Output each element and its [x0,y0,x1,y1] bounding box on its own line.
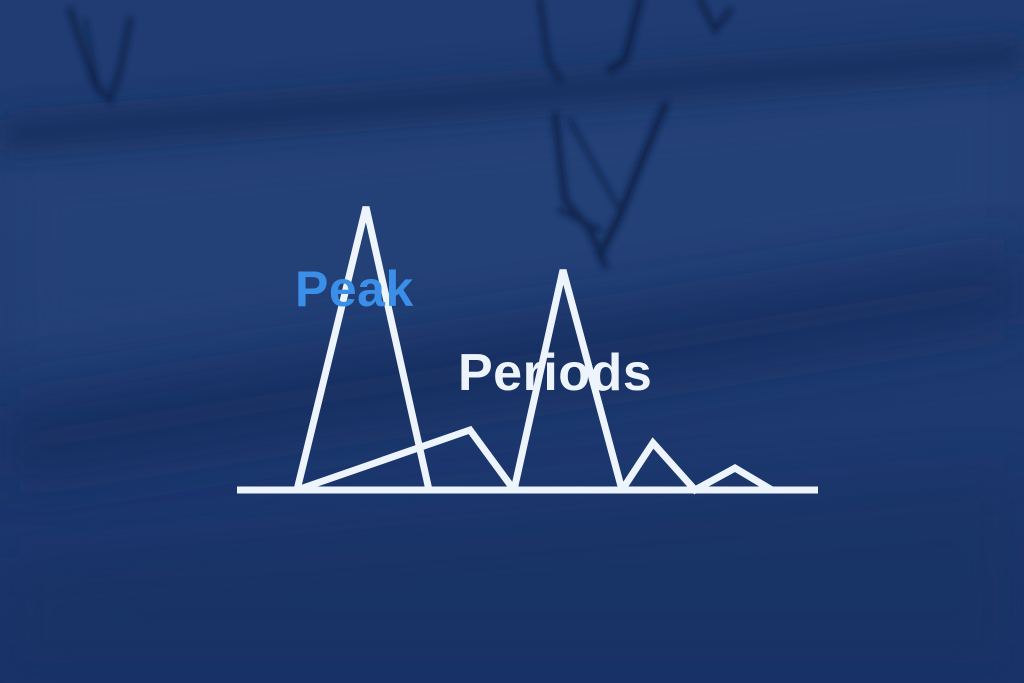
logo-word-periods: Periods [458,344,653,402]
graph-peak-right [510,269,626,491]
light-band [0,60,1024,380]
shadow-band-middle [0,250,1024,480]
shadow-band-bottom [0,470,1024,683]
graph-slope [295,425,517,494]
logo-word-peak: Peak [295,261,414,317]
graph-peak-left [293,206,433,491]
shadow-band-top [0,40,1024,150]
hanging-fixtures [67,0,733,269]
graph-small-bumps [619,437,774,495]
